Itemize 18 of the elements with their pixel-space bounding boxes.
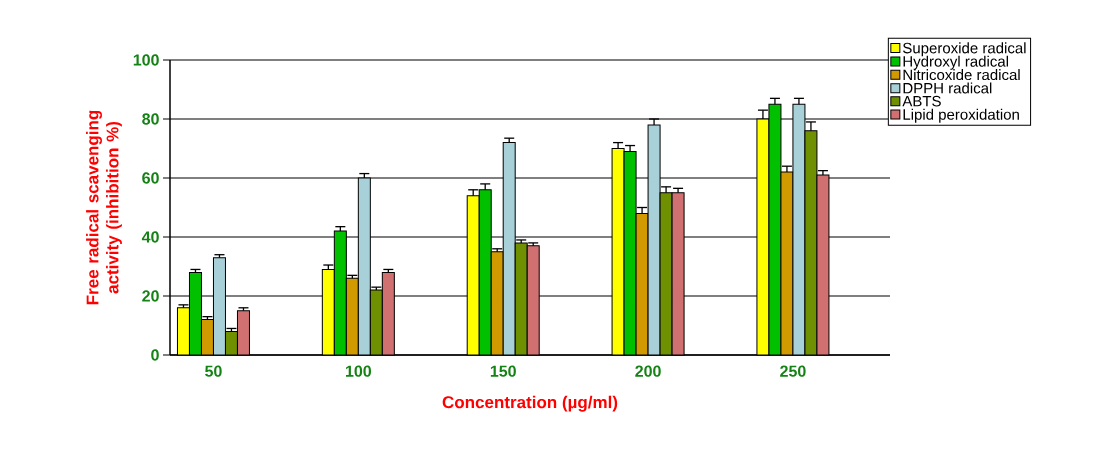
y-tick-label: 0 <box>151 349 159 361</box>
x-tick-label: 200 <box>635 365 661 377</box>
y-axis-title: Free radical scavenging activity (inhibition %) <box>86 110 122 305</box>
x-axis-title: Concentration (µg/ml) <box>442 395 618 412</box>
legend-label: ABTS <box>902 95 941 107</box>
y-tick-label: 40 <box>141 231 159 243</box>
x-tick-label: 50 <box>205 365 222 377</box>
y-tick-label: 100 <box>133 54 159 66</box>
x-tick-label: 150 <box>490 365 516 377</box>
legend-label: Hydroxyl radical <box>903 55 1008 70</box>
legend-label: DPPH radical <box>903 82 992 94</box>
y-tick-label: 20 <box>142 290 159 302</box>
x-tick-label: 250 <box>780 365 806 377</box>
legend-label: Lipid peroxidation <box>903 108 1019 123</box>
y-tick-label: 60 <box>142 172 159 184</box>
x-tick-label: 100 <box>345 365 372 377</box>
legend-label: Nitricoxide radical <box>903 69 1020 81</box>
y-tick-label: 80 <box>142 113 159 125</box>
